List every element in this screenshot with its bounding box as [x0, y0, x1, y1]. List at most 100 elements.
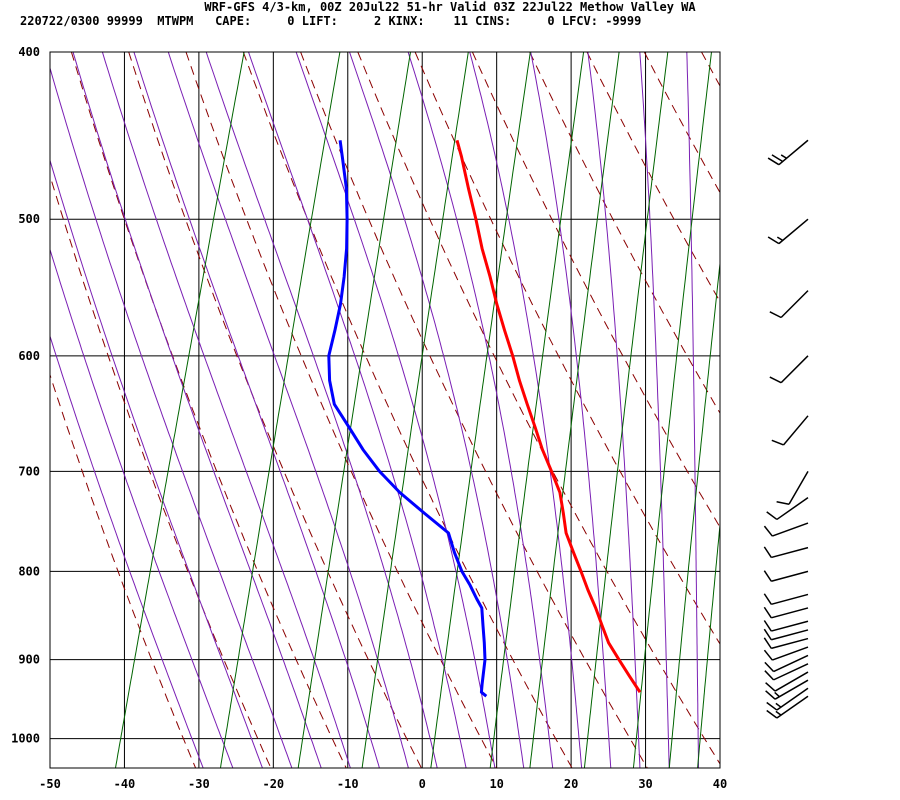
- dry-adiabat: [70, 52, 347, 768]
- sounding-indices: 220722/0300 99999 MTWPM CAPE: 0 LIFT: 2 …: [20, 14, 642, 28]
- barb-half: [776, 236, 784, 242]
- wind-barb: [764, 663, 809, 681]
- moist-adiabat: [407, 52, 554, 768]
- barb-staff: [774, 671, 809, 692]
- wind-barb: [767, 218, 809, 245]
- mixing-ratio-line: [697, 519, 720, 768]
- pressure-tick-800: 800: [18, 564, 40, 578]
- chart-header: WRF-GFS 4/3-km, 00Z 20Jul22 51-hr Valid …: [0, 0, 900, 40]
- dry-adiabat: [357, 52, 720, 765]
- barb-half: [780, 154, 787, 159]
- barb-full: [763, 593, 772, 605]
- wind-barb: [769, 355, 809, 384]
- barb-staff: [771, 593, 809, 606]
- barb-staff: [782, 415, 809, 446]
- moist-adiabat: [72, 52, 322, 768]
- barb-full: [763, 628, 772, 641]
- barb-full: [764, 670, 775, 681]
- moist-adiabat: [50, 334, 204, 768]
- barb-full: [763, 606, 772, 619]
- barb-full: [763, 546, 772, 558]
- moist-adiabat: [728, 52, 730, 768]
- barb-full: [763, 525, 773, 537]
- dry-adiabats: [50, 52, 900, 768]
- wind-barb: [766, 695, 809, 719]
- wind-barb: [763, 606, 809, 619]
- barb-staff: [771, 637, 809, 650]
- temperature-tick-30: 30: [638, 777, 652, 791]
- barb-full: [763, 649, 773, 661]
- barb-full: [763, 570, 772, 582]
- barb-full: [764, 661, 775, 673]
- moist-adiabat: [295, 52, 496, 768]
- barb-full: [766, 709, 778, 719]
- wind-barb: [766, 497, 809, 521]
- moist-adiabat: [50, 247, 234, 768]
- temperature-tick-10: 10: [489, 777, 503, 791]
- barb-staff: [772, 522, 809, 537]
- barb-full: [766, 701, 778, 711]
- dry-adiabat: [300, 52, 648, 768]
- temperature-tick-0: 0: [419, 777, 426, 791]
- mixing-ratio-line: [430, 52, 531, 768]
- dry-adiabat: [816, 52, 900, 768]
- wind-barb: [776, 470, 809, 505]
- temperature-tick--40: -40: [114, 777, 136, 791]
- wind-barb: [764, 654, 809, 673]
- barb-full: [767, 157, 780, 166]
- pressure-tick-1000: 1000: [11, 732, 40, 746]
- temperature-tick-20: 20: [564, 777, 578, 791]
- plot-frame: [49, 51, 721, 769]
- barb-staff: [780, 290, 809, 319]
- barb-full: [771, 154, 784, 163]
- temperature-tick--20: -20: [262, 777, 284, 791]
- moist-adiabat: [469, 52, 583, 768]
- barb-full: [776, 500, 790, 505]
- barb-staff: [771, 620, 809, 632]
- dry-adiabat: [529, 52, 720, 415]
- pressure-axis: 400 500 600 700 800 900 1000: [11, 45, 40, 746]
- dewpoint-profile: [327, 140, 488, 698]
- barb-staff: [773, 654, 809, 673]
- wind-barb: [763, 637, 809, 650]
- mixing-ratio-line: [583, 52, 669, 768]
- moist-adiabat: [133, 52, 380, 768]
- barb-full: [763, 637, 772, 649]
- barb-full: [767, 236, 780, 245]
- pressure-tick-500: 500: [18, 212, 40, 226]
- mixing-ratio-lines: [115, 52, 720, 768]
- mixing-ratio-line: [632, 52, 712, 768]
- temperature-tick--50: -50: [39, 777, 61, 791]
- barb-staff: [771, 546, 809, 559]
- barb-staff: [788, 470, 809, 505]
- temperature-tick--10: -10: [337, 777, 359, 791]
- barb-staff: [774, 679, 809, 700]
- moist-adiabat: [639, 52, 670, 768]
- barb-half: [774, 691, 780, 698]
- dry-adiabat: [873, 52, 900, 768]
- barb-staff: [776, 687, 809, 711]
- wind-barb: [769, 290, 809, 319]
- dry-adiabat: [471, 52, 720, 529]
- barb-staff: [776, 497, 809, 521]
- barb-staff: [771, 570, 809, 582]
- wind-barb: [763, 570, 809, 582]
- wind-barb: [763, 546, 809, 559]
- moist-adiabat: [349, 52, 525, 768]
- temperature-profile: [455, 139, 642, 694]
- dry-adiabat: [586, 52, 720, 303]
- barb-staff: [778, 218, 809, 245]
- wind-barb: [767, 139, 809, 166]
- sounding-profiles: [327, 139, 642, 698]
- moist-adiabat: [205, 52, 438, 768]
- barb-staff: [771, 607, 809, 619]
- wind-barb: [765, 671, 809, 692]
- mixing-ratio-line: [115, 52, 245, 768]
- wind-barb: [763, 620, 809, 632]
- mixing-ratio-line: [489, 52, 585, 768]
- wind-barb: [763, 522, 809, 537]
- wind-barb: [763, 646, 809, 661]
- dry-adiabat: [128, 52, 422, 768]
- wind-barbs: [763, 139, 809, 719]
